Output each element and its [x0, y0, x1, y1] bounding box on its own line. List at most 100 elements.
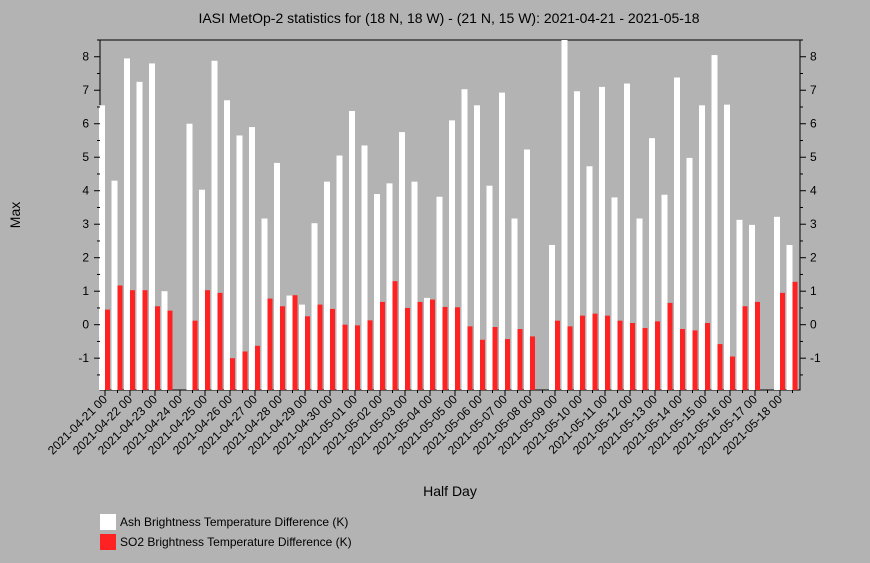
- ash-bar: [286, 295, 293, 390]
- so2-bar: [130, 290, 135, 390]
- so2-bar: [605, 315, 610, 390]
- ash-bar: [474, 105, 480, 390]
- ash-bar: [749, 224, 755, 390]
- so2-bar: [492, 327, 498, 390]
- ash-bar: [374, 194, 380, 390]
- so2-bar: [667, 302, 673, 390]
- ash-bar: [624, 83, 630, 390]
- so2-bar: [517, 329, 523, 390]
- so2-bar: [192, 320, 198, 390]
- so2-bar: [692, 330, 698, 390]
- so2-swatch: [100, 534, 116, 550]
- ash-bar: [549, 244, 555, 390]
- so2-bar: [730, 356, 735, 390]
- so2-bar: [367, 320, 373, 390]
- so2-bar: [242, 351, 248, 390]
- y-tick-label-left: -1: [78, 351, 89, 365]
- ash-bar: [724, 104, 730, 391]
- so2-bar: [380, 301, 385, 390]
- so2-bar: [792, 281, 798, 390]
- so2-bar: [655, 321, 660, 390]
- ash-bar: [599, 86, 605, 390]
- ash-bar: [774, 216, 780, 390]
- y-tick-label-left: 4: [82, 184, 89, 198]
- ash-bar: [211, 60, 218, 390]
- ash-bar: [124, 58, 130, 390]
- legend-label-ash: Ash Brightness Temperature Difference (K…: [120, 515, 349, 529]
- ash-bar: [399, 132, 405, 390]
- so2-bar: [455, 307, 460, 390]
- y-tick-label-right: 8: [810, 50, 817, 64]
- y-tick-label-right: 1: [810, 284, 817, 298]
- so2-bar: [105, 309, 110, 390]
- ash-bar: [99, 105, 105, 390]
- so2-bar: [480, 339, 485, 390]
- ash-bar: [436, 196, 443, 390]
- so2-bar: [205, 290, 210, 390]
- y-tick-label-left: 7: [82, 83, 89, 97]
- ash-series: [99, 40, 793, 391]
- y-tick-label-right: 3: [810, 217, 817, 231]
- so2-bar: [742, 306, 748, 390]
- so2-bar: [267, 298, 273, 390]
- ash-bar: [649, 138, 655, 390]
- so2-bar: [642, 328, 648, 390]
- so2-bar: [280, 306, 285, 390]
- ash-bar: [249, 127, 255, 391]
- ash-bar: [636, 218, 643, 390]
- ash-bar: [686, 157, 693, 390]
- y-tick-label-left: 2: [82, 251, 89, 265]
- y-tick-label-right: 6: [810, 117, 817, 131]
- ash-bar: [499, 92, 505, 390]
- so2-bar: [117, 285, 123, 390]
- so2-bar: [230, 358, 235, 390]
- so2-series: [105, 281, 798, 390]
- ash-bar: [186, 123, 193, 390]
- y-tick-label-left: 0: [82, 318, 89, 332]
- ash-bar: [336, 155, 343, 390]
- ash-bar: [386, 183, 393, 390]
- ash-bar: [349, 111, 355, 390]
- ash-bar: [299, 304, 305, 390]
- ash-bar: [111, 180, 118, 390]
- so2-bar: [155, 306, 160, 390]
- so2-bar: [317, 304, 323, 390]
- so2-bar: [630, 323, 635, 390]
- so2-bar: [717, 344, 723, 390]
- ash-bar: [199, 189, 205, 390]
- y-tick-label-left: 8: [82, 50, 89, 64]
- so2-bar: [530, 336, 535, 390]
- so2-bar: [617, 320, 623, 390]
- so2-bar: [592, 313, 598, 390]
- so2-bar: [292, 295, 298, 390]
- y-tick-label-left: 3: [82, 217, 89, 231]
- y-tick-label-right: 5: [810, 150, 817, 164]
- so2-bar: [305, 316, 310, 390]
- so2-bar: [442, 306, 448, 390]
- x-axis-label: Half Day: [423, 483, 477, 499]
- y-axis-label: Max: [7, 202, 23, 228]
- ash-bar: [736, 219, 743, 390]
- so2-bar: [405, 307, 410, 390]
- ash-bar: [711, 55, 718, 390]
- so2-bar: [142, 290, 148, 390]
- y-axis-right: -1 0 1 2 3 4 5 6 7 8: [800, 39, 821, 376]
- y-tick-label-right: 4: [810, 184, 817, 198]
- legend-item-so2: SO2 Brightness Temperature Difference (K…: [100, 532, 352, 552]
- ash-bar: [699, 105, 705, 390]
- ash-bar: [236, 135, 243, 390]
- ash-bar: [136, 81, 143, 390]
- ash-bar: [324, 181, 330, 390]
- so2-bar: [217, 292, 223, 390]
- ash-bar: [411, 181, 418, 390]
- y-tick-label-left: 6: [82, 117, 89, 131]
- ash-bar: [786, 244, 793, 390]
- ash-bar: [586, 166, 593, 390]
- ash-bar: [149, 63, 155, 390]
- legend-label-so2: SO2 Brightness Temperature Difference (K…: [120, 535, 352, 549]
- so2-bar: [255, 345, 260, 390]
- so2-bar: [392, 281, 398, 390]
- ash-bar: [361, 145, 368, 390]
- so2-bar: [780, 292, 785, 390]
